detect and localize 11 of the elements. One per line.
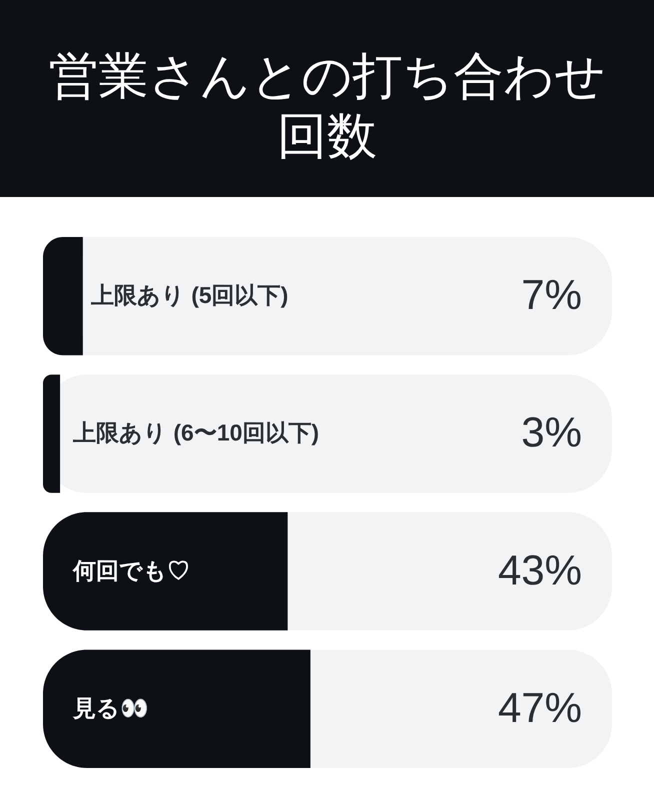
data-label: 43% [498, 546, 582, 594]
data-label: 47% [498, 684, 582, 731]
data-label: 7% [521, 271, 582, 318]
bar [43, 237, 83, 356]
data-label: 3% [521, 408, 582, 456]
y-tick-label: 上限あり (6〜10回以下) [72, 420, 320, 446]
bar [43, 374, 60, 493]
chart-title: 営業さんとの打ち合わせ回数 [48, 48, 606, 164]
y-tick-label: 上限あり (5回以下) [90, 282, 288, 308]
y-tick-label: 見る👀 [72, 694, 149, 721]
y-tick-label: 何回でも♡ [72, 557, 190, 584]
